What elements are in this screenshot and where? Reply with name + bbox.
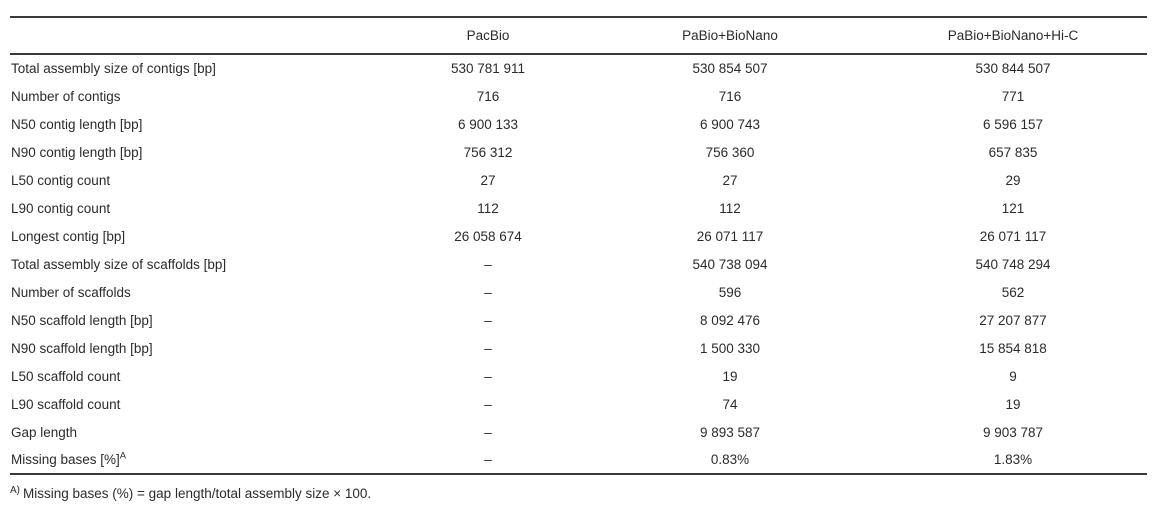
table-row: L90 scaffold count – 74 19 [10,390,1147,418]
cell-value: 15 854 818 [979,340,1047,356]
row-label: L50 contig count [11,172,111,188]
row-label: Total assembly size of scaffolds [bp] [11,256,227,272]
footnote-text: Missing bases (%) = gap length/total ass… [23,486,372,501]
cell-value: 112 [477,200,499,216]
header-row: PacBio PaBio+BioNano PaBio+BioNano+Hi-C [10,17,1147,55]
row-label: N50 contig length [bp] [11,116,143,132]
cell-value: 6 900 133 [457,116,519,132]
cell-value: 27 [722,172,738,188]
row-label: L90 scaffold count [11,396,121,412]
row-label: Number of scaffolds [11,284,131,300]
header-pabio-bionano: PaBio+BioNano [581,17,879,55]
row-label: L90 contig count [11,200,111,216]
row-label: Missing bases [%]A [11,450,127,467]
table-row: Total assembly size of contigs [bp] 530 … [10,54,1147,82]
table-body: Total assembly size of contigs [bp] 530 … [10,54,1147,474]
cell-value: 121 [1001,200,1025,216]
table-row: L90 contig count 112 112 121 [10,194,1147,222]
cell-value: 6 596 157 [982,116,1044,132]
table-row: Longest contig [bp] 26 058 674 26 071 11… [10,222,1147,250]
table-row: Gap length – 9 893 587 9 903 787 [10,418,1147,446]
assembly-stats-table: PacBio PaBio+BioNano PaBio+BioNano+Hi-C … [10,16,1147,475]
table-row: Missing bases [%]A – 0.83% 1.83% [10,446,1147,474]
footnote-marker: A) [10,484,20,496]
cell-value: 27 207 877 [979,312,1047,328]
table-row: Total assembly size of scaffolds [bp] – … [10,250,1147,278]
footnote: A) Missing bases (%) = gap length/total a… [10,484,372,501]
cell-value: 716 [718,88,742,104]
cell-value: 19 [722,368,738,384]
cell-value: 9 893 587 [699,424,761,440]
cell-value: 562 [1001,284,1025,300]
cell-value: 26 071 117 [696,228,764,244]
cell-value: – [484,256,492,272]
cell-value: 530 781 911 [450,61,526,76]
cell-value: 0.83% [710,452,750,467]
cell-value: – [484,424,492,440]
cell-value: – [484,396,492,412]
cell-value: 26 058 674 [454,228,522,244]
table-row: N50 contig length [bp] 6 900 133 6 900 7… [10,110,1147,138]
row-label: N90 contig length [bp] [11,144,143,160]
cell-value: 26 071 117 [979,228,1047,244]
row-label: Gap length [11,424,78,440]
row-label: Total assembly size of contigs [bp] [11,61,216,76]
cell-value: 771 [1001,88,1025,104]
table-row: N50 scaffold length [bp] – 8 092 476 27 … [10,306,1147,334]
cell-value: 1 500 330 [699,340,761,356]
cell-value: 29 [1005,172,1021,188]
cell-value: 6 900 743 [699,116,761,132]
row-label: Longest contig [bp] [11,228,126,244]
cell-value: 530 844 507 [975,61,1051,76]
cell-value: – [484,312,492,328]
cell-value: 756 360 [705,144,755,160]
row-label: N90 scaffold length [bp] [11,340,153,356]
cell-value: 657 835 [988,144,1038,160]
cell-value: 716 [476,88,500,104]
cell-value: 27 [480,172,496,188]
cell-value: 596 [718,284,742,300]
cell-value: 8 092 476 [699,312,761,328]
row-label: L50 scaffold count [11,368,121,384]
cell-value: 74 [722,396,738,412]
table-row: L50 scaffold count – 19 9 [10,362,1147,390]
cell-value: 112 [719,200,741,216]
row-label: N50 scaffold length [bp] [11,312,153,328]
cell-value: 1.83% [993,452,1033,467]
cell-value: – [484,284,492,300]
cell-value: 540 748 294 [975,256,1051,272]
cell-value: 9 [1009,368,1017,384]
header-empty-cell [10,17,395,55]
cell-value: – [484,452,492,467]
header-pabio-bionano-hic: PaBio+BioNano+Hi-C [879,17,1147,55]
table-row: N90 contig length [bp] 756 312 756 360 6… [10,138,1147,166]
table-header: PacBio PaBio+BioNano PaBio+BioNano+Hi-C [10,17,1147,55]
table-row: Number of scaffolds – 596 562 [10,278,1147,306]
cell-value: 756 312 [463,144,513,160]
cell-value: – [484,340,492,356]
table-row: Number of contigs 716 716 771 [10,82,1147,110]
header-pacbio: PacBio [395,17,581,55]
table-row: N90 scaffold length [bp] – 1 500 330 15 … [10,334,1147,362]
table-row: L50 contig count 27 27 29 [10,166,1147,194]
cell-value: 9 903 787 [982,424,1044,440]
row-label: Number of contigs [11,88,121,104]
cell-value: 19 [1005,396,1021,412]
cell-value: 540 738 094 [692,256,768,272]
cell-value: – [484,368,492,384]
cell-value: 530 854 507 [692,61,768,76]
